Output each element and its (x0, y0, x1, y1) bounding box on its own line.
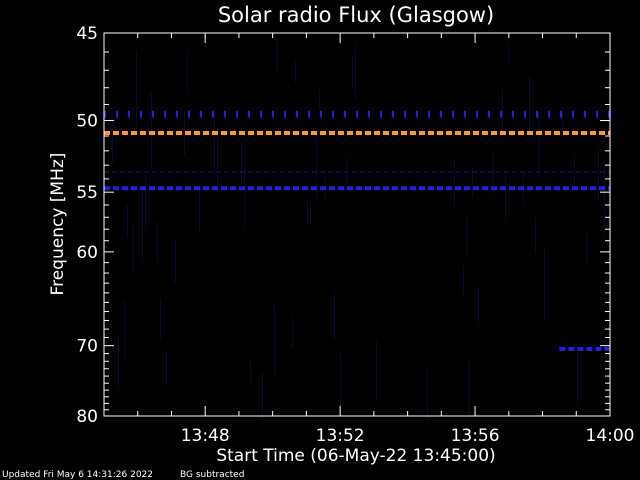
y-tick-label: 80 (76, 407, 98, 427)
noise-streak (310, 200, 311, 225)
y-tick-label: 50 (76, 112, 98, 132)
noise-streak (244, 167, 245, 230)
noise-streak (325, 171, 326, 198)
y-tick-label: 55 (76, 183, 98, 203)
noise-streak (427, 366, 428, 420)
noise-streak (241, 144, 242, 186)
x-ticks: 13:48 13:52 13:56 14:00 (103, 33, 635, 446)
noise-streak (166, 350, 167, 386)
noise-streak (175, 239, 176, 284)
noise-streak (535, 217, 536, 254)
footer-updated: Updated Fri May 6 14:31:26 2022 (2, 470, 153, 480)
noise-streak (316, 134, 317, 202)
noise-streak (577, 348, 578, 406)
y-tick-label: 60 (76, 243, 98, 263)
noise-streak (124, 300, 125, 361)
noise-streak (505, 170, 506, 222)
noise-streak (376, 341, 377, 402)
noise-streak (346, 156, 347, 181)
x-tick-label: 13:56 (451, 426, 500, 446)
x-tick-label: 13:48 (181, 426, 230, 446)
noise-streak (262, 372, 263, 421)
noise-layer (112, 41, 605, 421)
x-tick-label: 14:00 (586, 426, 635, 446)
noise-streak (145, 176, 146, 230)
noise-streak (586, 233, 587, 262)
x-axis-label: Start Time (06-May-22 13:45:00) (216, 446, 495, 466)
y-axis-label: Frequency [MHz] (48, 153, 68, 296)
noise-streak (184, 109, 185, 157)
noise-streak (136, 50, 137, 127)
noise-streak (502, 88, 503, 139)
plot-frame (103, 32, 611, 417)
y-tick-label: 70 (76, 337, 98, 357)
noise-streak (133, 225, 134, 275)
noise-streak (157, 220, 158, 261)
noise-streak (274, 305, 275, 379)
noise-streak (295, 61, 296, 83)
noise-streak (319, 89, 320, 110)
noise-streak (493, 151, 494, 197)
noise-streak (187, 49, 188, 95)
noise-streak (217, 125, 218, 192)
noise-streak (466, 213, 467, 253)
noise-streak (118, 334, 119, 390)
footer-note: BG subtracted (180, 470, 244, 480)
noise-streak (214, 114, 215, 179)
noise-streak (112, 116, 113, 164)
noise-streak (160, 298, 161, 340)
noise-streak (562, 105, 563, 134)
noise-streak (355, 43, 356, 100)
noise-streak (544, 248, 545, 322)
noise-streak (127, 204, 128, 239)
noise-streak (463, 265, 464, 296)
noise-streak (454, 159, 455, 208)
noise-streak (307, 202, 308, 226)
noise-streak (250, 361, 251, 382)
noise-streak (199, 183, 200, 234)
noise-streak (334, 292, 335, 340)
noise-streak (277, 41, 278, 71)
noise-streak (574, 153, 575, 194)
noise-streak (472, 166, 473, 198)
noise-streak (142, 185, 143, 263)
noise-streak (604, 166, 605, 237)
noise-streak (538, 112, 539, 177)
noise-streak (469, 362, 470, 413)
chart-title: Solar radio Flux (Glasgow) (218, 3, 494, 27)
noise-streak (529, 76, 530, 141)
noise-streak (598, 148, 599, 202)
bands-layer (104, 110, 610, 351)
noise-streak (292, 317, 293, 348)
y-tick-label: 45 (76, 24, 98, 44)
x-tick-label: 13:52 (316, 426, 365, 446)
y-ticks: 45 50 55 60 70 80 (76, 24, 610, 427)
noise-streak (352, 56, 353, 88)
noise-streak (508, 42, 509, 67)
noise-streak (340, 352, 341, 416)
noise-streak (478, 286, 479, 326)
